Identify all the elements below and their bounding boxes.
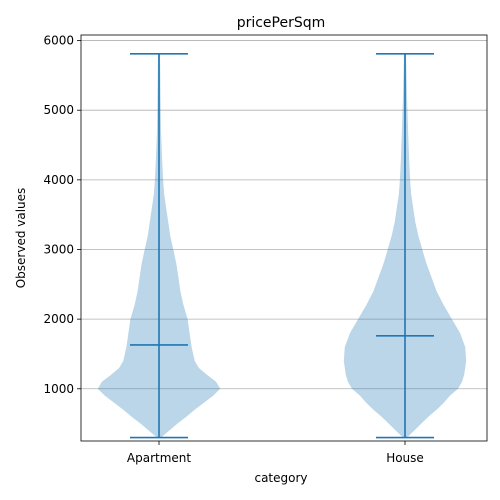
y-tick-label: 3000: [43, 242, 74, 256]
x-tick-label-house: House: [386, 451, 424, 465]
chart-title: pricePerSqm: [237, 15, 326, 31]
y-axis-ticks: 1000 2000 3000 4000 5000 6000: [43, 34, 81, 396]
x-axis-ticks: Apartment House: [127, 441, 424, 465]
violin-bars: [130, 53, 434, 439]
plot-frame: [80, 34, 488, 442]
y-tick-label: 2000: [43, 312, 74, 326]
y-tick-label: 5000: [43, 103, 74, 117]
y-tick-label: 4000: [43, 173, 74, 187]
y-gridlines: [81, 40, 487, 390]
x-tick-label-apartment: Apartment: [127, 451, 191, 465]
violin-bodies: [97, 53, 467, 438]
y-axis-label: Observed values: [14, 188, 28, 289]
y-tick-label: 1000: [43, 382, 74, 396]
x-axis-label: category: [254, 471, 307, 485]
y-tick-label: 6000: [43, 34, 74, 48]
